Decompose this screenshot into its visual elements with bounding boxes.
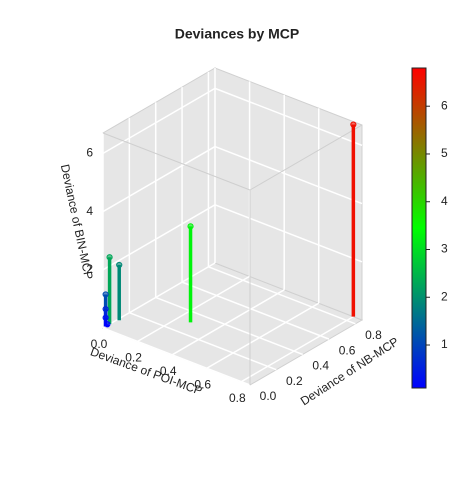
point	[102, 314, 109, 321]
grid-line	[240, 315, 354, 383]
chart-title: Deviances by MCP	[175, 26, 300, 42]
x-tick-label: 0.4	[160, 364, 177, 378]
z-tick-label: 4	[86, 204, 93, 218]
y-tick-label: 0.6	[339, 343, 356, 357]
grid-line	[129, 312, 277, 371]
grid-line	[155, 296, 303, 356]
point	[350, 121, 357, 128]
colorbar-tick-label: 6	[441, 98, 448, 112]
x-tick-label: 0.0	[91, 337, 108, 351]
point	[106, 254, 113, 261]
y-tick-label: 0.4	[312, 359, 329, 373]
x-tick-label: 0.8	[229, 391, 246, 405]
y-tick-label: 0.2	[286, 374, 303, 388]
colorbar-tick-label: 5	[441, 146, 448, 160]
point	[102, 291, 109, 298]
colorbar-tick-label: 2	[441, 289, 448, 303]
z-tick-label: 6	[86, 146, 93, 160]
grid-line	[208, 266, 356, 325]
x-tick-label: 0.2	[125, 351, 142, 365]
grid-line	[102, 204, 216, 271]
colorbar-tick-label: 3	[441, 242, 448, 256]
grid-line	[214, 145, 363, 205]
grid-line	[102, 327, 251, 386]
grid-line	[102, 262, 216, 329]
grid-line	[214, 87, 363, 147]
grid-line	[206, 302, 320, 369]
y-tick-label: 0.0	[260, 389, 277, 403]
point	[116, 261, 123, 269]
grid-line	[171, 289, 285, 356]
colorbar	[411, 67, 427, 389]
grid-line	[137, 275, 250, 343]
point	[187, 223, 194, 230]
point	[102, 305, 109, 313]
grid-line	[102, 87, 216, 155]
colorbar-tick-label: 4	[441, 194, 448, 208]
grid-line	[214, 204, 363, 263]
grid-line	[102, 145, 216, 213]
box-edge	[249, 124, 363, 191]
x-tick-label: 0.6	[194, 377, 211, 391]
box-edge	[102, 132, 251, 191]
grid-line	[181, 281, 330, 340]
colorbar-tick-label: 1	[441, 337, 448, 351]
y-tick-label: 0.8	[365, 328, 382, 342]
z-tick-label: 2	[86, 262, 93, 276]
point	[104, 321, 111, 328]
